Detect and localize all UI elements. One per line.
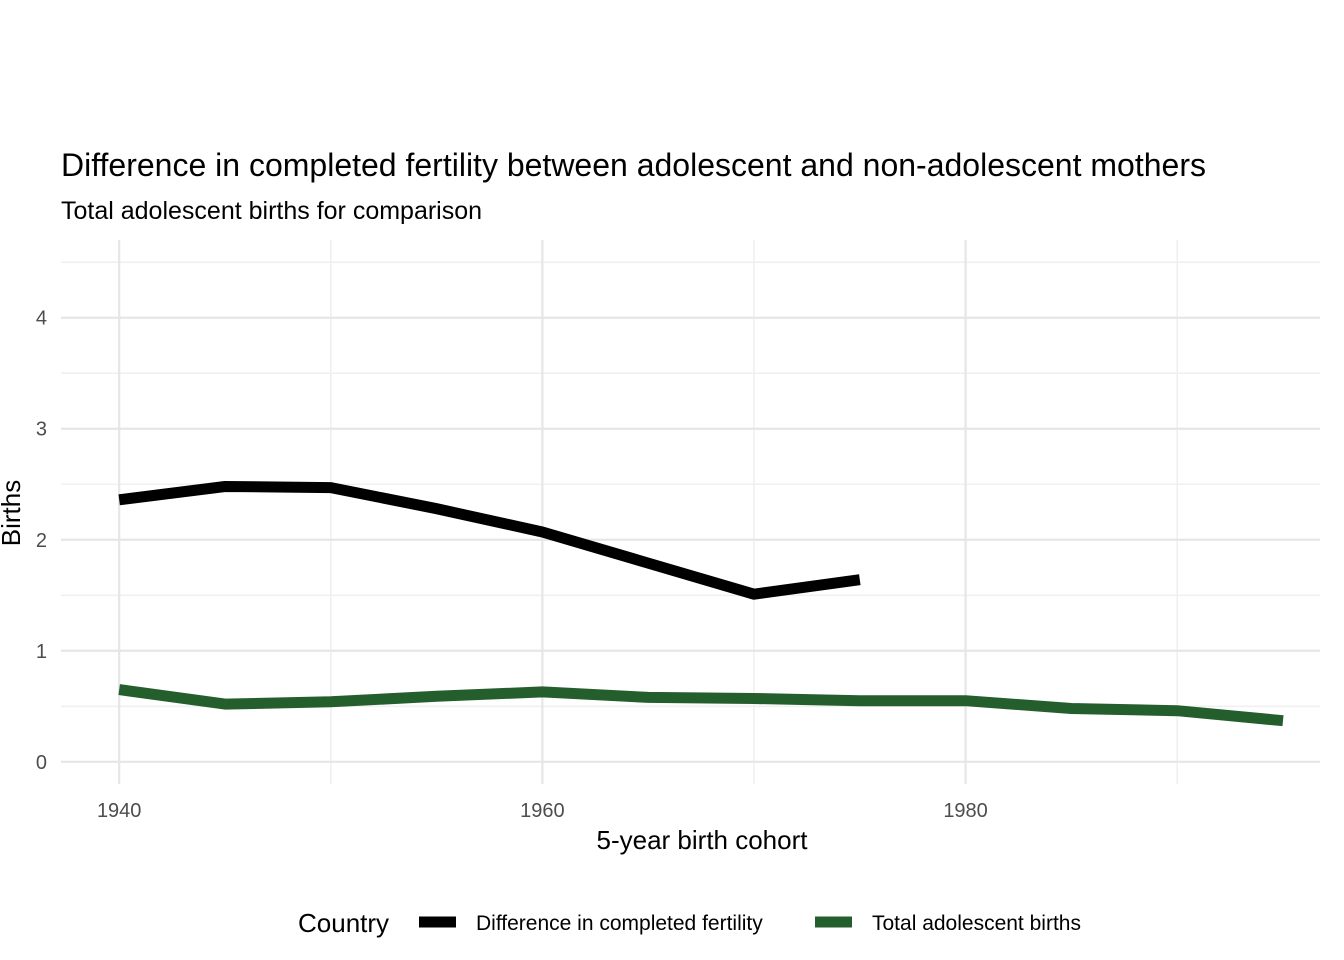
x-axis-tick-labels: 1940 1960 1980: [97, 800, 988, 822]
x-tick-label: 1940: [97, 800, 142, 822]
series-line-difference-in-completed-fertility: [118, 481, 861, 600]
legend-label-difference-in-completed-fertility: Difference in completed fertility: [476, 912, 763, 935]
chart-title: Difference in completed fertility betwee…: [61, 147, 1206, 183]
legend-title: Country: [298, 908, 389, 938]
series-line-total-adolescent-births: [118, 684, 1284, 727]
y-tick-label: 1: [36, 641, 47, 663]
chart-subtitle: Total adolescent births for comparison: [61, 197, 482, 225]
y-tick-label: 4: [36, 308, 47, 330]
x-tick-label: 1960: [520, 800, 565, 822]
y-tick-label: 2: [36, 530, 47, 552]
y-tick-label: 0: [36, 752, 47, 774]
y-axis-tick-labels: 0 1 2 3 4: [36, 308, 47, 774]
x-axis-title: 5-year birth cohort: [597, 825, 809, 855]
y-axis-title: Births: [0, 480, 26, 546]
y-tick-label: 3: [36, 419, 47, 441]
legend-label-total-adolescent-births: Total adolescent births: [872, 912, 1081, 935]
series-lines: [118, 481, 1284, 727]
x-tick-label: 1980: [943, 800, 988, 822]
legend: Country Difference in completed fertilit…: [298, 908, 1081, 938]
